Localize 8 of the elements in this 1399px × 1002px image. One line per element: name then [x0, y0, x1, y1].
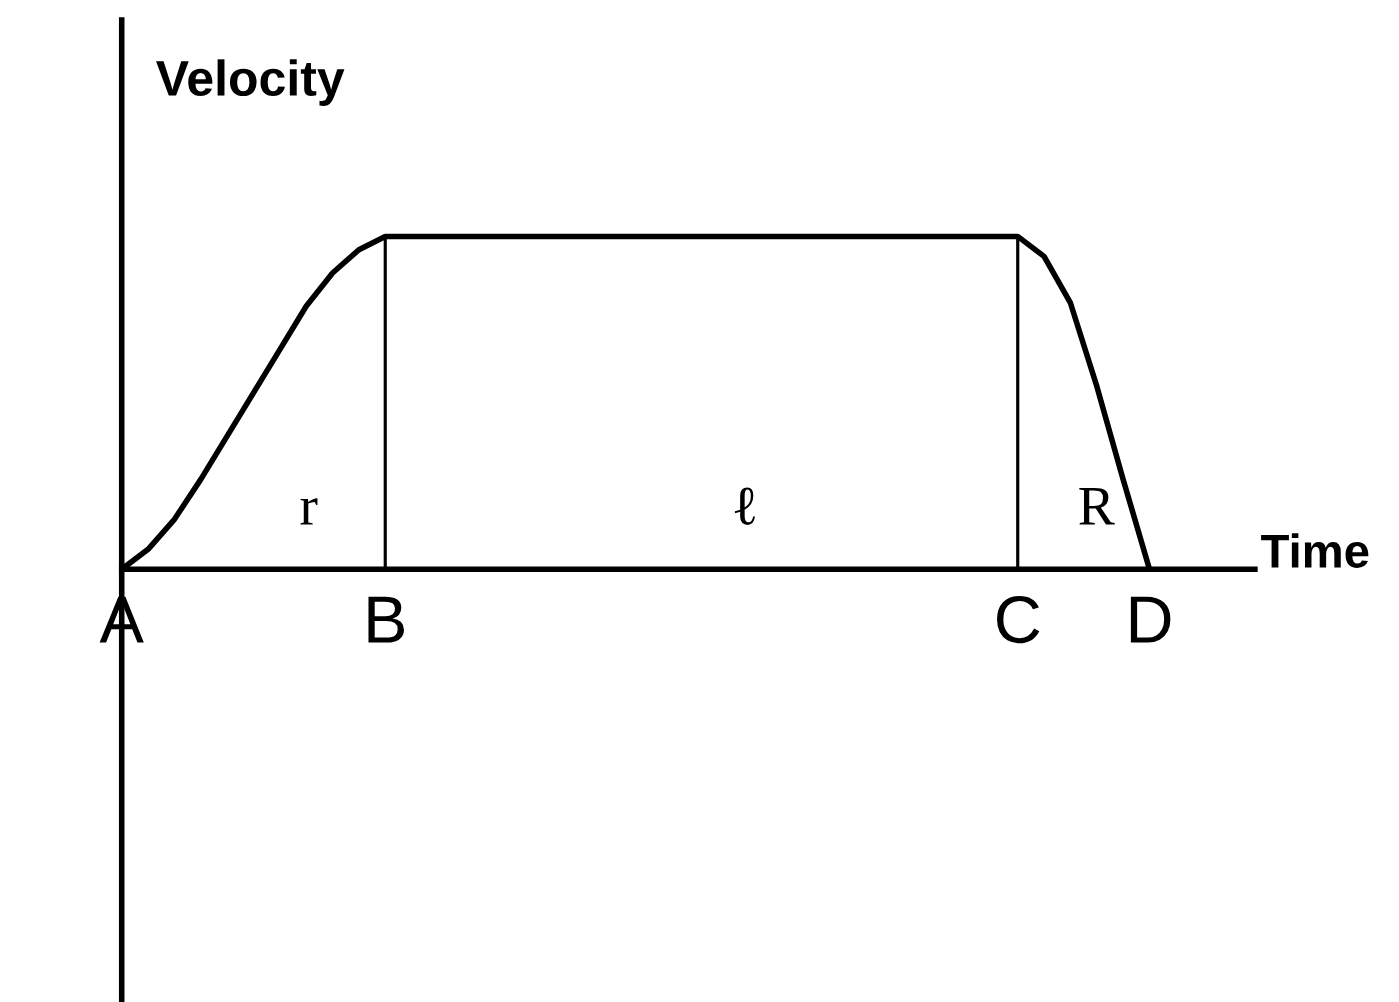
annotation: R — [1079, 488, 1115, 525]
y-axis-title: Velocity — [156, 59, 345, 106]
x-tick-label: B — [368, 596, 404, 643]
x-tick-label: D — [1130, 596, 1171, 643]
annotation: r — [300, 498, 318, 525]
x-tick-label: C — [997, 596, 1040, 644]
annotation: ℓ — [734, 487, 755, 525]
x-axis-title: Time — [1261, 533, 1369, 568]
